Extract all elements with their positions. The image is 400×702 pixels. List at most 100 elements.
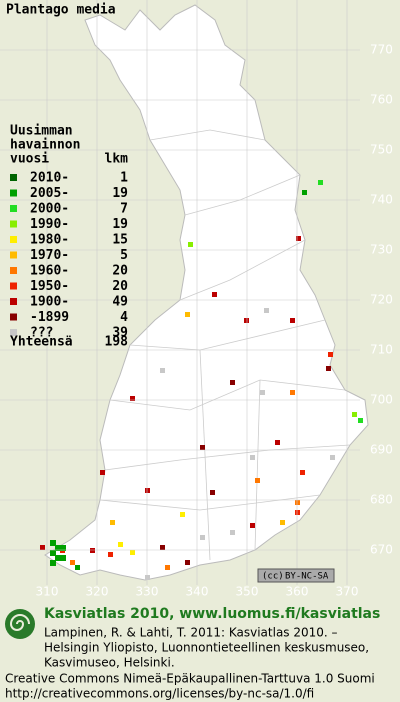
citation: Helsingin Yliopisto, Luonnontieteellinen…: [44, 641, 369, 655]
square: [210, 490, 215, 495]
square: [70, 560, 75, 565]
square: [110, 520, 115, 525]
legend-swatch: [10, 329, 17, 336]
legend-label: 1970-: [30, 248, 69, 263]
easting-label: 340: [186, 585, 209, 599]
legend-swatch: [10, 236, 17, 243]
logo: [5, 609, 35, 639]
square: [165, 565, 170, 570]
legend-label: ???: [30, 326, 53, 341]
square: [318, 180, 323, 185]
square: [250, 455, 255, 460]
legend-swatch: [10, 251, 17, 259]
square: [212, 292, 217, 297]
square: [188, 242, 193, 247]
legend-label: 1980-: [30, 233, 69, 248]
square: [100, 470, 105, 475]
legend-swatch: [10, 189, 17, 197]
square: [352, 412, 357, 417]
square: [185, 312, 190, 317]
square: [160, 545, 165, 550]
square: [290, 390, 295, 395]
title: Plantago media: [6, 3, 116, 18]
northing-label: 730: [370, 243, 393, 257]
square: [295, 510, 300, 515]
square: [264, 308, 269, 313]
badge-icon: (cc): [262, 572, 284, 582]
badge-box: [257, 568, 335, 583]
square: [200, 445, 205, 450]
square: [260, 390, 265, 395]
northing-label: 680: [370, 493, 393, 507]
northing-label: 670: [370, 543, 393, 557]
easting-label: 360: [286, 585, 309, 599]
easting-label: 310: [36, 585, 59, 599]
citation: Lampinen, R. & Lahti, T. 2011: Kasviatla…: [44, 626, 338, 640]
square: [275, 440, 280, 445]
square: [90, 548, 95, 553]
square: [255, 478, 260, 483]
legend-count: 1: [120, 171, 128, 186]
legend-count: 20: [112, 279, 128, 294]
northing-label: 710: [370, 343, 393, 357]
cc-badge: (cc): [257, 568, 335, 583]
legend-count: 19: [112, 217, 128, 232]
legend-count: 5: [120, 248, 128, 263]
northing-label: 690: [370, 443, 393, 457]
finland-outline: [44, 4, 369, 581]
square: [300, 470, 305, 475]
legend-swatch: [10, 313, 17, 321]
easting-label: 370: [336, 585, 359, 599]
northing-label: 770: [370, 43, 393, 57]
square: [230, 380, 235, 385]
legend-label: 1950-: [30, 279, 69, 294]
legend-count: 20: [112, 264, 128, 279]
square: [330, 455, 335, 460]
legend-swatch: [10, 282, 17, 290]
legend-label: 2005-: [30, 186, 69, 201]
square: [75, 565, 80, 570]
square: [50, 560, 56, 566]
square: [296, 236, 301, 241]
northing-label: 720: [370, 293, 393, 307]
legend-total: 198: [105, 335, 129, 350]
square: [295, 500, 300, 505]
square: [118, 542, 123, 547]
license: Creative Commons Nimeä-Epäkaupallinen-Ta…: [5, 672, 375, 686]
legend-label: -1899: [30, 310, 69, 325]
square: [200, 535, 205, 540]
northing-label: 740: [370, 193, 393, 207]
square: [55, 545, 61, 551]
legend-label: 1900-: [30, 295, 69, 310]
citation: Kasvimuseo, Helsinki.: [44, 656, 175, 670]
square: [40, 545, 45, 550]
square: [230, 530, 235, 535]
square: [145, 488, 150, 493]
legend-swatch: [10, 220, 17, 228]
easting-label: 350: [236, 585, 259, 599]
square: [50, 540, 56, 546]
easting-label: 320: [86, 585, 109, 599]
square: [290, 318, 295, 323]
square: [185, 560, 190, 565]
logo-spiral: [9, 614, 30, 631]
northing-label: 750: [370, 143, 393, 157]
legend-swatch: [10, 174, 17, 181]
square: [130, 550, 135, 555]
legend-label: 1990-: [30, 217, 69, 232]
observation-squares: [40, 180, 363, 580]
legend-heading: Uusimman: [10, 124, 73, 139]
legend-count: 19: [112, 186, 128, 201]
northing-label: 700: [370, 393, 393, 407]
legend-swatch: [10, 298, 17, 305]
square: [302, 190, 307, 195]
footer-heading: Kasviatlas 2010, www.luomus.fi/kasviatla…: [44, 606, 380, 622]
square: [60, 545, 66, 551]
legend-label: 1960-: [30, 264, 69, 279]
legend-count: 4: [120, 310, 128, 325]
square: [108, 552, 113, 557]
square: [60, 555, 66, 561]
square: [180, 512, 185, 517]
square: [250, 523, 255, 528]
